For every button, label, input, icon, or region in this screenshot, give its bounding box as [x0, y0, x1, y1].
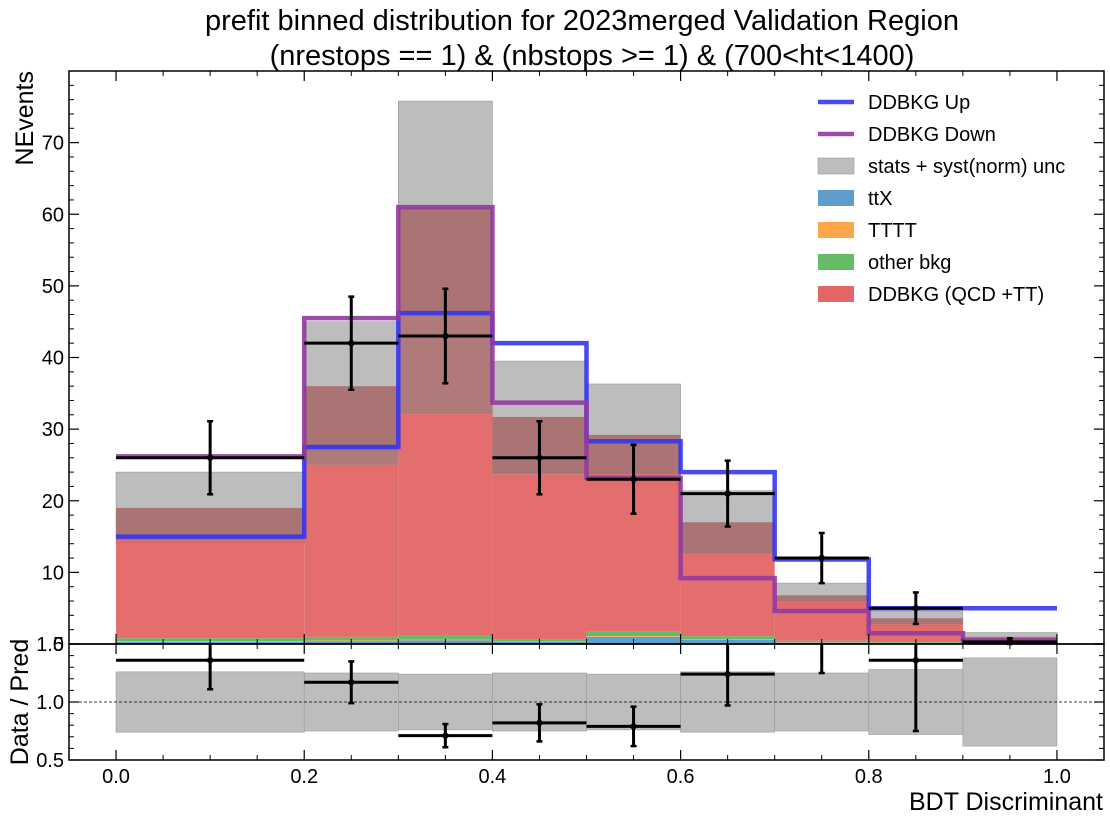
x-tick-label: 0.2	[290, 766, 318, 788]
tttt-bar	[586, 636, 681, 637]
ratio-tick-label: 1.5	[36, 634, 64, 656]
data-point	[348, 339, 355, 347]
ratio-tick-label: 0.5	[36, 750, 64, 772]
ddbkg-bar	[680, 553, 775, 637]
y-tick-label: 50	[42, 276, 64, 298]
prediction-overlap-bar	[304, 386, 399, 465]
y-axis-label: NEvents	[11, 71, 39, 165]
legend-label-tttt: TTTT	[868, 220, 917, 242]
legend-label-ddbkg: DDBKG (QCD +TT)	[868, 284, 1044, 306]
ratio-axis-ticks: 0.5 1.0 1.5	[36, 634, 1104, 772]
y-tick-label: 30	[42, 419, 64, 441]
main-axis-ticks: 0 10 20 30 40 50 60 70	[42, 84, 1104, 656]
ratio-y-axis-label: Data / Pred	[6, 639, 34, 765]
legend-label-ddbkg_up: DDBKG Up	[868, 92, 970, 114]
other_bkg-bar	[398, 635, 493, 640]
chart-title: prefit binned distribution for 2023merge…	[205, 5, 959, 37]
legend-label-ddbkg_down: DDBKG Down	[868, 124, 996, 146]
x-tick-label: 1.0	[1043, 766, 1071, 788]
data-point	[442, 332, 449, 340]
legend-label-unc: stats + syst(norm) unc	[868, 156, 1065, 178]
y-tick-label: 20	[42, 491, 64, 513]
legend: DDBKG Up DDBKG Down stats + syst(norm) unc…	[817, 92, 1065, 306]
legend-label-other_bkg: other bkg	[868, 252, 951, 274]
y-tick-label: 40	[42, 348, 64, 370]
x-tick-label: 0.4	[479, 766, 507, 788]
legend-swatch-tttt	[818, 222, 854, 238]
other_bkg-bar	[304, 636, 399, 641]
y-tick-label: 60	[42, 204, 64, 226]
prediction-overlap-bar	[774, 595, 869, 602]
y-tick-label: 70	[42, 133, 64, 155]
legend-swatch-ttx	[818, 190, 854, 206]
data-point	[818, 554, 825, 562]
x-axis-ticks: 0.0 0.2 0.4 0.6 0.8 1.0	[68, 71, 1105, 788]
y-tick-label: 10	[42, 562, 64, 584]
ratio-panel: 0.5 1.0 1.5	[36, 634, 1105, 772]
data-point	[630, 476, 637, 483]
legend-label-ttx: ttX	[868, 188, 892, 210]
data-point	[536, 454, 543, 461]
ddbkg-bar	[116, 540, 305, 639]
legend-swatch-other_bkg	[818, 254, 854, 270]
ddbkg-bar	[492, 474, 587, 640]
x-tick-label: 0.0	[102, 766, 130, 788]
other_bkg-bar	[680, 636, 775, 639]
ddbkg-bar	[774, 601, 869, 641]
legend-swatch-ddbkg	[818, 286, 854, 302]
chart-subtitle: (nrestops == 1) & (nbstops >= 1) & (700<…	[270, 40, 915, 72]
ddbkg-bar	[304, 464, 399, 637]
y-tick-label: 0	[53, 634, 64, 656]
x-tick-label: 0.6	[667, 766, 695, 788]
data-point	[912, 604, 920, 612]
main-panel: 0 10 20 30 40 50 60 70	[42, 70, 1105, 656]
x-tick-label: 0.8	[855, 766, 883, 788]
data-point	[206, 454, 214, 461]
ratio-tick-label: 1.0	[36, 692, 64, 714]
x-axis-label: BDT Discriminant	[909, 788, 1103, 816]
ddbkg-bar	[398, 414, 493, 636]
data-point	[724, 490, 731, 497]
other_bkg-bar	[586, 631, 681, 637]
legend-swatch-unc	[817, 157, 855, 175]
